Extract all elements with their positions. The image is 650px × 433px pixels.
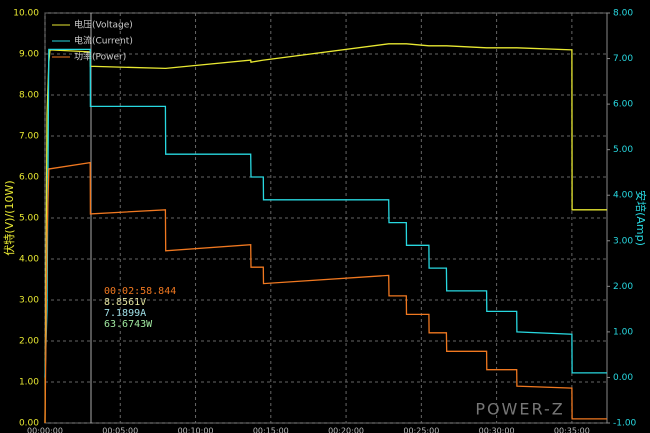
- y2-tick-label: 0.00: [613, 373, 633, 383]
- y-tick-label: 3.00: [19, 296, 39, 306]
- annotation: 63.6743W: [104, 319, 153, 330]
- x-tick-label: 00:35:00: [554, 427, 590, 433]
- y-tick-label: 1.00: [19, 378, 39, 388]
- y-tick-label: 8.00: [19, 91, 39, 101]
- legend-label: 电压(Voltage): [74, 19, 133, 31]
- y-tick-label: 4.00: [19, 255, 39, 265]
- series-line: [44, 43, 607, 424]
- annotation: 7.1899A: [104, 308, 146, 319]
- y2-tick-label: 5.00: [613, 145, 633, 155]
- y-tick-label: 2.00: [19, 337, 39, 347]
- annotation: 00:02:58.844: [104, 286, 176, 297]
- x-tick-label: 00:05:00: [102, 427, 138, 433]
- y2-tick-label: 2.00: [613, 282, 633, 292]
- legend-label: 电流(Current): [74, 35, 133, 47]
- y2-tick-label: 6.00: [613, 100, 633, 110]
- y2-tick-label: 4.00: [613, 191, 633, 201]
- y-tick-label: 0.00: [19, 419, 39, 429]
- x-tick-label: 00:20:00: [328, 427, 364, 433]
- annotation: 8.8561V: [104, 297, 146, 308]
- y-tick-label: 10.00: [13, 9, 39, 19]
- y2-tick-label: 8.00: [613, 9, 633, 19]
- y2-axis-title: 安培(Amp): [634, 190, 648, 246]
- y2-tick-label: 1.00: [613, 327, 633, 337]
- legend-label: 功率(Power): [74, 51, 126, 63]
- x-tick-label: 00:25:00: [403, 427, 439, 433]
- y-axis-title: 伏特(V)/(10W): [2, 180, 16, 255]
- y2-tick-label: 7.00: [613, 54, 633, 64]
- y-tick-label: 6.00: [19, 173, 39, 183]
- x-tick-label: 00:15:00: [253, 427, 289, 433]
- series-line: [44, 48, 607, 378]
- watermark: POWER-Z: [475, 400, 564, 419]
- y-tick-label: 7.00: [19, 132, 39, 142]
- x-tick-label: 00:10:00: [178, 427, 214, 433]
- series-line: [44, 161, 607, 424]
- y2-tick-label: -1.00: [613, 419, 637, 429]
- y-tick-label: 9.00: [19, 50, 39, 60]
- x-tick-label: 00:00:00: [27, 427, 63, 433]
- y-tick-label: 5.00: [19, 214, 39, 224]
- x-tick-label: 00:30:00: [479, 427, 515, 433]
- y2-tick-label: 3.00: [613, 236, 633, 246]
